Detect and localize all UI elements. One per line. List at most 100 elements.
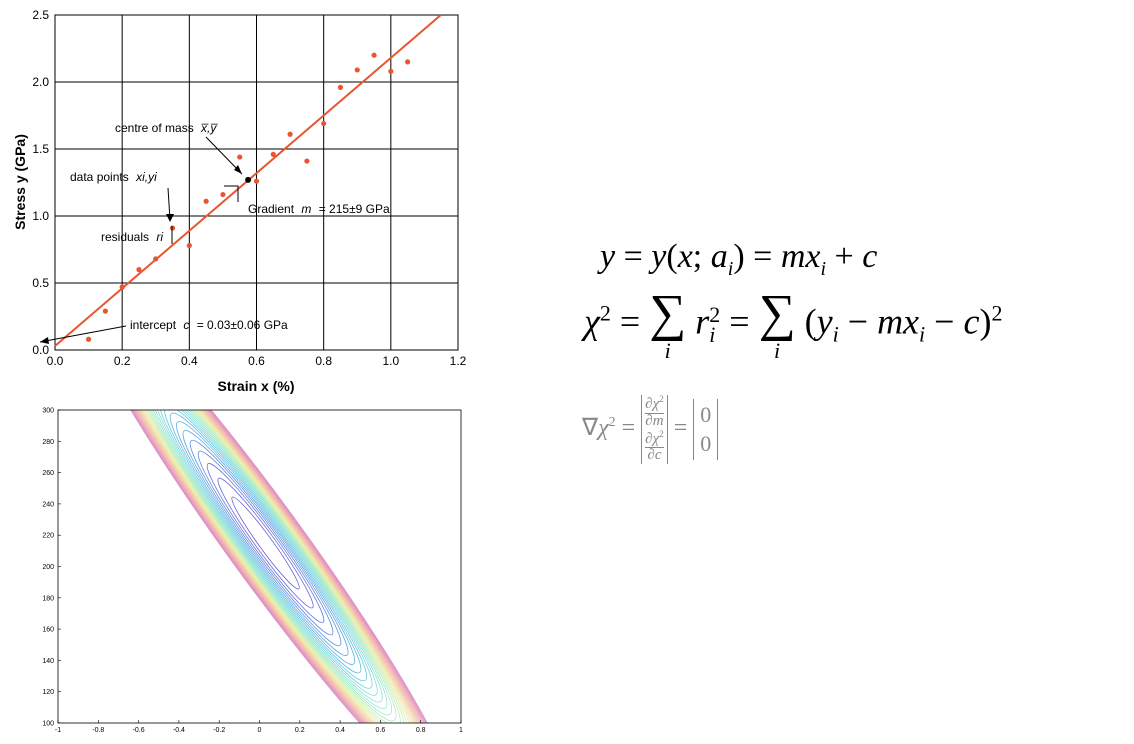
x-tick-label: 0.6	[248, 354, 265, 368]
intercept-arrowhead	[40, 337, 49, 344]
intercept-label: intercept	[130, 318, 177, 332]
data-point	[220, 191, 226, 198]
data-point	[354, 67, 360, 73]
contour-y-tick-label: 240	[42, 501, 54, 508]
data-point	[237, 154, 243, 160]
contour-x-tick-label: -0.6	[133, 727, 145, 734]
y-ticks: 0.0 0.5 1.0 1.5 2.0 2.5	[32, 8, 49, 357]
y-tick-label: 1.0	[32, 209, 49, 223]
data-point	[136, 267, 142, 273]
data-point	[321, 120, 327, 127]
contour-line	[143, 410, 388, 710]
contour-line	[77, 410, 454, 723]
data-point	[203, 198, 209, 204]
residuals-label: residuals	[101, 230, 149, 244]
contour-y-tick-label: 260	[42, 470, 54, 477]
contour-x-tick-label: 0.6	[376, 727, 386, 734]
contour-x-tick-label: -0.4	[173, 727, 185, 734]
gradient-symbol: m	[301, 202, 311, 216]
y-tick-label: 1.5	[32, 142, 49, 156]
contour-y-tick-label: 220	[42, 533, 54, 540]
contour-y-tick-label: 300	[42, 408, 54, 415]
contour-line	[153, 410, 378, 696]
contour-line	[86, 410, 445, 723]
centre-of-mass-annotation: centre of mass x̅,y̅	[115, 121, 218, 135]
data-point	[371, 52, 377, 58]
contour-x-tick-label: -1	[55, 727, 61, 734]
gradient-label: Gradient	[248, 202, 295, 216]
y-tick-label: 2.0	[32, 75, 49, 89]
contour-line	[100, 410, 431, 723]
contour-y-tick-label: 140	[42, 658, 54, 665]
x-tick-label: 0.0	[47, 354, 64, 368]
x-tick-label: 0.2	[114, 354, 131, 368]
contour-line	[169, 412, 362, 674]
intercept-symbol: c	[183, 318, 189, 332]
data-point	[287, 131, 293, 137]
y-tick-label: 2.5	[32, 8, 49, 22]
x-tick-label: 1.2	[450, 354, 467, 368]
contour-line	[130, 410, 401, 723]
contour-line	[122, 410, 409, 723]
contour-line	[176, 421, 356, 665]
x-axis-label: Strain x (%)	[217, 378, 294, 394]
contour-line	[114, 410, 417, 723]
contour-x-tick-label: 0.2	[295, 727, 305, 734]
x-ticks: 0.0 0.2 0.4 0.6 0.8 1.0 1.2	[47, 354, 467, 368]
centre-of-mass-arrowhead	[234, 165, 242, 174]
contour-line	[148, 410, 383, 703]
contour-x-tick-label: -0.2	[213, 727, 225, 734]
data-point	[153, 256, 159, 262]
contour-x-tick-label: 0.8	[416, 727, 426, 734]
contour-line	[107, 410, 424, 723]
data-point	[388, 68, 394, 74]
contour-y-tick-label: 160	[42, 627, 54, 634]
data-point	[169, 225, 176, 231]
contour-line	[231, 496, 300, 590]
contour-line	[206, 463, 325, 623]
contour-line	[134, 410, 397, 722]
data-points-label: data points	[70, 170, 129, 184]
centre-of-mass-marker	[245, 176, 252, 183]
contour-x-tick-label: 0	[258, 727, 262, 734]
contour-lines	[74, 410, 457, 723]
contour-line	[80, 410, 451, 723]
contour-line	[90, 410, 442, 723]
contour-x-tick-label: 1	[459, 727, 463, 734]
contour-line	[139, 410, 393, 716]
contour-line	[217, 477, 314, 609]
contour-line	[93, 410, 438, 723]
x-tick-label: 0.4	[181, 354, 198, 368]
y-tick-label: 0.5	[32, 276, 49, 290]
x-tick-label: 1.0	[382, 354, 399, 368]
contour-line	[110, 410, 421, 723]
contour-line	[164, 410, 368, 682]
contour-line	[103, 410, 428, 723]
data-points	[85, 52, 411, 342]
data-point	[186, 242, 192, 249]
contour-line	[189, 439, 342, 647]
residuals-symbol: ri	[156, 230, 163, 244]
gradient-annotation: Gradient m = 215±9 GPa	[248, 202, 390, 216]
gradient-value: = 215±9 GPa	[319, 202, 390, 216]
data-point	[253, 178, 260, 184]
data-point	[405, 59, 411, 65]
contour-line	[118, 410, 413, 723]
intercept-annotation: intercept c = 0.03±0.06 GPa	[130, 318, 288, 332]
intercept-arrow	[39, 325, 127, 343]
data-point	[85, 336, 92, 342]
contour-y-tick-label: 280	[42, 439, 54, 446]
data-points-symbol: xi,yi	[135, 170, 157, 184]
contour-line	[197, 450, 334, 636]
contour-y-tick-label: 200	[42, 564, 54, 571]
contour-line	[96, 410, 435, 723]
data-point	[304, 158, 310, 164]
x-tick-label: 0.8	[315, 354, 332, 368]
intercept-value: = 0.03±0.06 GPa	[197, 318, 288, 332]
data-point	[270, 151, 276, 157]
contour-line	[158, 410, 373, 689]
contour-x-tick-label: -0.8	[92, 727, 104, 734]
contour-line	[182, 430, 349, 656]
contour-y-tick-label: 120	[42, 689, 54, 696]
